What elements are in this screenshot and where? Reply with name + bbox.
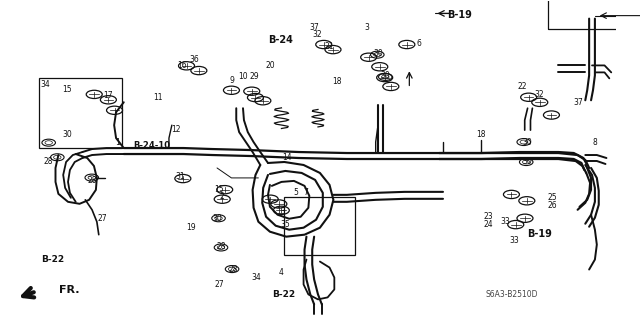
Text: 30: 30 <box>373 48 383 58</box>
Text: 2: 2 <box>220 191 225 201</box>
Text: 22: 22 <box>518 82 527 91</box>
Text: 37: 37 <box>573 98 583 107</box>
Text: B-22: B-22 <box>42 255 65 264</box>
Text: B-19: B-19 <box>447 10 472 20</box>
Text: 11: 11 <box>153 93 163 102</box>
Text: B-19: B-19 <box>527 229 552 239</box>
Bar <box>284 197 355 255</box>
Text: 32: 32 <box>534 90 544 99</box>
Text: 15: 15 <box>214 185 224 194</box>
Text: 25: 25 <box>547 193 557 202</box>
Text: 3: 3 <box>364 23 369 32</box>
Text: 13: 13 <box>276 207 285 216</box>
Text: 15: 15 <box>62 85 72 94</box>
Bar <box>548 0 618 29</box>
Text: 23: 23 <box>484 212 493 221</box>
Text: 6: 6 <box>417 39 422 48</box>
Text: 36: 36 <box>189 55 200 64</box>
Text: 20: 20 <box>266 61 275 70</box>
Text: 12: 12 <box>172 125 181 134</box>
Text: 30: 30 <box>522 157 532 166</box>
Text: S6A3-B2510D: S6A3-B2510D <box>485 290 538 299</box>
Text: 7: 7 <box>303 188 308 197</box>
Text: 1: 1 <box>115 137 120 146</box>
Text: 34: 34 <box>251 272 261 281</box>
Text: 30: 30 <box>212 214 222 223</box>
Text: 31: 31 <box>175 173 185 182</box>
Text: 30: 30 <box>522 137 532 146</box>
Text: 5: 5 <box>294 188 298 197</box>
Text: 35: 35 <box>280 220 290 229</box>
Text: 24: 24 <box>484 220 493 229</box>
Text: B-24: B-24 <box>268 35 293 45</box>
Text: B-24-10: B-24-10 <box>133 141 170 150</box>
Text: 27: 27 <box>214 280 224 289</box>
Text: 17: 17 <box>104 92 113 100</box>
Bar <box>39 78 122 148</box>
Text: 19: 19 <box>187 223 196 232</box>
Text: 27: 27 <box>97 214 107 223</box>
Text: 37: 37 <box>310 23 319 32</box>
Text: 18: 18 <box>476 130 485 138</box>
Text: B-22: B-22 <box>272 290 295 299</box>
Text: 16: 16 <box>177 61 187 70</box>
Text: 28: 28 <box>87 176 97 185</box>
Text: 34: 34 <box>40 80 50 89</box>
Text: 18: 18 <box>332 77 341 86</box>
Text: 28: 28 <box>216 242 226 251</box>
Text: 14: 14 <box>282 153 292 162</box>
Text: 21: 21 <box>324 42 334 51</box>
Text: 28: 28 <box>228 264 238 274</box>
Text: 4: 4 <box>278 268 283 277</box>
Text: 30: 30 <box>62 130 72 138</box>
Text: 10: 10 <box>237 72 247 81</box>
Text: 33: 33 <box>509 236 520 245</box>
Text: 30: 30 <box>380 71 390 80</box>
Text: 29: 29 <box>250 72 259 81</box>
Text: 9: 9 <box>229 76 234 85</box>
Text: 33: 33 <box>500 217 510 226</box>
Text: 8: 8 <box>592 137 597 146</box>
Text: 32: 32 <box>313 30 323 39</box>
Text: FR.: FR. <box>59 286 79 295</box>
Text: 28: 28 <box>44 157 54 166</box>
Text: 26: 26 <box>547 201 557 210</box>
